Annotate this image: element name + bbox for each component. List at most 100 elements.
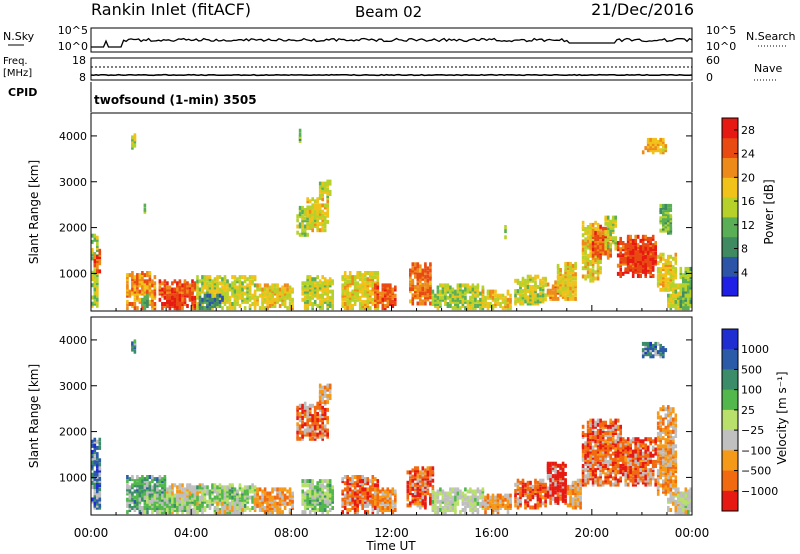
range-gate-cell xyxy=(364,510,367,515)
range-gate-cell xyxy=(549,482,552,487)
range-gate-cell xyxy=(409,276,412,281)
range-gate-cell xyxy=(629,243,632,248)
range-gate-cell xyxy=(667,271,670,276)
range-gate-cell xyxy=(143,506,147,510)
range-gate-cell xyxy=(146,293,149,298)
range-gate-cell xyxy=(499,506,502,510)
range-gate-cell xyxy=(253,503,257,508)
range-gate-cell xyxy=(416,272,420,277)
range-gate-cell xyxy=(311,222,314,226)
range-gate-cell xyxy=(298,418,302,423)
range-gate-cell xyxy=(531,495,535,500)
range-gate-cell xyxy=(509,497,512,502)
range-gate-cell xyxy=(421,501,425,506)
range-gate-cell xyxy=(296,230,299,235)
range-gate-cell xyxy=(689,295,693,300)
range-gate-cell xyxy=(251,275,254,280)
range-gate-cell xyxy=(426,474,430,479)
cpid-label: CPID xyxy=(8,86,37,99)
range-gate-cell xyxy=(464,501,467,506)
range-gate-cell xyxy=(213,489,217,494)
range-gate-cell xyxy=(311,436,314,441)
range-gate-cell xyxy=(313,217,317,222)
range-gate-cell xyxy=(223,295,227,300)
range-gate-cell xyxy=(609,249,612,254)
range-gate-cell xyxy=(516,491,520,496)
range-gate-cell xyxy=(581,247,585,252)
range-gate-cell xyxy=(687,299,690,304)
range-gate-cell xyxy=(364,299,367,304)
range-gate-cell xyxy=(556,288,560,293)
range-gate-cell xyxy=(551,480,555,485)
range-gate-cell xyxy=(454,295,457,300)
range-gate-cell xyxy=(456,293,460,298)
range-gate-cell xyxy=(651,251,655,256)
range-gate-cell xyxy=(196,487,199,492)
range-gate-cell xyxy=(376,510,380,515)
range-gate-cell xyxy=(236,285,239,290)
range-gate-cell xyxy=(176,501,179,506)
range-gate-cell xyxy=(343,273,347,278)
range-gate-cell xyxy=(351,475,354,479)
range-gate-cell xyxy=(133,499,137,504)
range-gate-cell xyxy=(311,499,314,504)
range-gate-cell xyxy=(649,261,652,266)
range-gate-cell xyxy=(559,270,562,275)
range-gate-cell xyxy=(561,496,565,501)
range-gate-cell xyxy=(91,248,94,253)
range-gate-cell xyxy=(411,495,415,500)
range-gate-cell xyxy=(476,487,480,492)
range-gate-cell xyxy=(353,497,357,502)
range-gate-cell xyxy=(303,228,307,233)
range-gate-cell xyxy=(414,291,417,296)
range-gate-cell xyxy=(546,470,550,474)
range-gate-cell xyxy=(341,302,344,306)
range-gate-cell xyxy=(126,273,129,278)
range-gate-cell xyxy=(258,497,262,502)
range-gate-cell xyxy=(203,275,207,280)
range-gate-cell xyxy=(316,412,319,416)
range-gate-cell xyxy=(446,493,450,498)
range-gate-cell xyxy=(549,492,552,497)
range-gate-cell xyxy=(303,283,307,288)
range-gate-cell xyxy=(153,275,157,280)
range-gate-cell xyxy=(193,503,197,508)
range-gate-cell xyxy=(93,501,97,506)
range-gate-cell xyxy=(138,499,142,504)
range-gate-cell xyxy=(589,268,592,273)
range-gate-cell xyxy=(664,269,668,274)
range-gate-cell xyxy=(128,485,132,490)
range-gate-cell xyxy=(303,479,307,484)
range-gate-cell xyxy=(654,142,657,146)
range-gate-cell xyxy=(183,285,187,290)
freq-tick-bottom: 8 xyxy=(79,71,86,84)
range-gate-cell xyxy=(554,465,557,470)
range-gate-cell xyxy=(216,510,219,515)
range-gate-cell xyxy=(391,499,395,504)
range-gate-cell xyxy=(131,475,134,479)
range-gate-cell xyxy=(654,146,657,151)
range-gate-cell xyxy=(641,236,645,241)
range-gate-cell xyxy=(419,272,422,277)
range-gate-cell xyxy=(176,293,179,298)
range-gate-cell xyxy=(394,503,397,508)
range-gate-cell xyxy=(689,283,693,288)
range-gate-cell xyxy=(283,289,287,294)
range-gate-cell xyxy=(441,499,445,504)
range-gate-cell xyxy=(321,495,324,500)
range-gate-cell xyxy=(198,487,202,492)
range-gate-cell xyxy=(308,211,312,216)
range-gate-cell xyxy=(519,501,522,506)
range-gate-cell xyxy=(466,289,470,294)
range-gate-cell xyxy=(464,295,467,300)
range-gate-cell xyxy=(419,480,422,485)
range-gate-cell xyxy=(682,299,685,304)
range-gate-cell xyxy=(253,306,257,311)
range-gate-cell xyxy=(346,293,349,298)
range-gate-cell xyxy=(556,486,560,491)
range-gate-cell xyxy=(323,299,327,304)
range-gate-cell xyxy=(271,510,274,515)
range-gate-cell xyxy=(206,295,209,300)
range-gate-cell xyxy=(151,299,154,304)
range-gate-cell xyxy=(253,293,257,298)
